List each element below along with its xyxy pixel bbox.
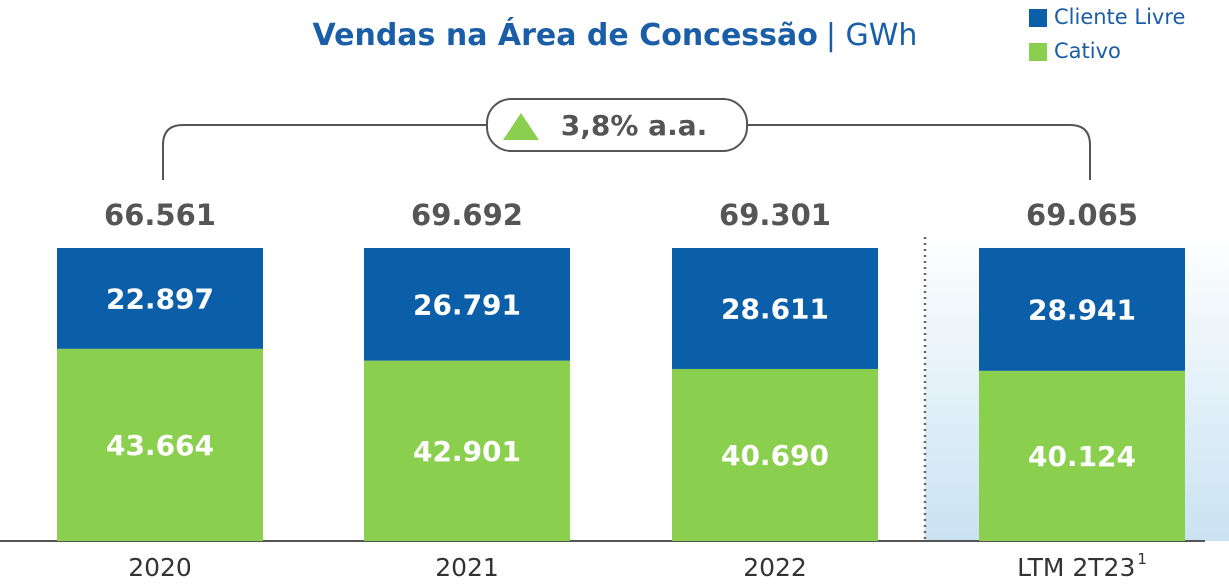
up-arrow bbox=[503, 113, 539, 140]
bar-segment bbox=[672, 368, 878, 541]
bar-segment bbox=[979, 370, 1185, 541]
footnote-mark: 1 bbox=[1137, 550, 1147, 568]
category-text: LTM 2T23 bbox=[1017, 553, 1135, 582]
value-label: 40.690 bbox=[721, 439, 829, 472]
x-tick-label: LTM 2T23 1 bbox=[1017, 550, 1147, 583]
x-tick-label: 2021 bbox=[435, 553, 499, 582]
category-text: 2021 bbox=[435, 553, 499, 582]
total-label: 69.065 bbox=[1026, 198, 1138, 232]
value-label: 42.901 bbox=[413, 435, 521, 468]
chart-title: Vendas na Área de Concessão | GWh bbox=[313, 17, 918, 53]
category-text: 2020 bbox=[128, 553, 192, 582]
category-text: 2022 bbox=[743, 553, 807, 582]
value-label: 28.941 bbox=[1028, 293, 1136, 326]
value-label: 40.124 bbox=[1028, 440, 1136, 473]
total-label: 66.561 bbox=[104, 198, 216, 232]
total-label: 69.692 bbox=[411, 198, 523, 232]
x-tick-label: 2022 bbox=[743, 553, 807, 582]
value-label: 26.791 bbox=[413, 288, 521, 321]
x-tick-label: 2020 bbox=[128, 553, 192, 582]
growth-badge bbox=[486, 98, 748, 152]
legend-swatch bbox=[1029, 43, 1047, 61]
title-text: Vendas na Área de Concessão bbox=[313, 17, 818, 53]
growth-annotation: 3,8% a.a. bbox=[561, 109, 707, 142]
legend-label: Cliente Livre bbox=[1054, 5, 1185, 29]
total-label: 69.301 bbox=[719, 198, 831, 232]
bar-segment bbox=[979, 248, 1185, 371]
legend-swatch bbox=[1029, 9, 1047, 27]
legend-label: Cativo bbox=[1054, 39, 1121, 63]
value-label: 22.897 bbox=[106, 282, 214, 315]
value-label: 43.664 bbox=[106, 429, 214, 462]
bar-segment bbox=[672, 248, 878, 369]
bar-segment bbox=[364, 248, 570, 361]
bar-segment bbox=[364, 360, 570, 541]
bar-segment bbox=[57, 348, 263, 541]
bar-segment bbox=[57, 248, 263, 349]
bracket bbox=[162, 124, 1091, 180]
unit-label: | GWh bbox=[826, 18, 918, 53]
value-label: 28.611 bbox=[721, 292, 829, 325]
